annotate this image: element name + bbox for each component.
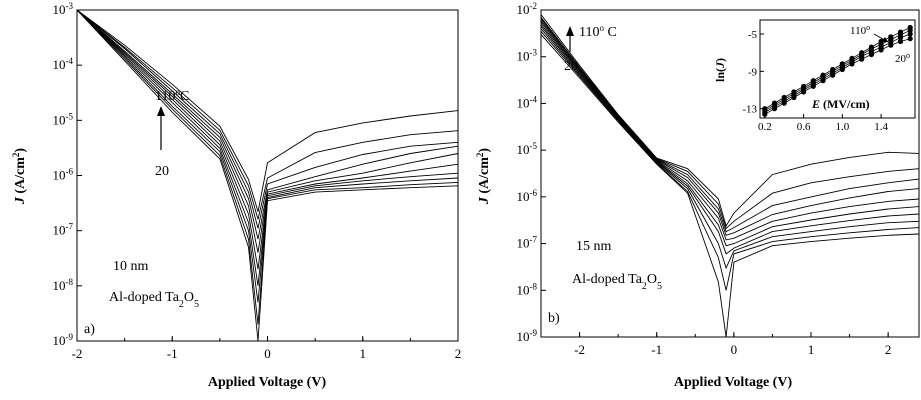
b-series-line [540, 23, 920, 247]
a-series-line [76, 9, 459, 240]
a-x-tick-label: 2 [455, 346, 462, 361]
panel-b-frame [540, 9, 920, 338]
a-series-line [76, 9, 459, 253]
panel-a-curves [76, 9, 459, 342]
b-series-line [540, 16, 920, 230]
b-y-tick-label: 10-7 [517, 235, 538, 251]
a-y-tick-label: 10-4 [53, 56, 74, 72]
b-x-tick-label: 0 [731, 342, 738, 357]
a-y-tick-label: 10-9 [53, 332, 74, 348]
inset-temp-top-label: 110o [850, 23, 870, 38]
panel-a-temp-top-label: 110oC [155, 87, 189, 104]
inset-x-tick-label: 0.6 [797, 121, 811, 133]
b-x-tick-label: -1 [651, 342, 662, 357]
a-x-tick-label: 1 [360, 346, 367, 361]
inset-x-tick-label: 0.2 [758, 121, 772, 133]
a-series-line [76, 9, 459, 212]
inset-y-tick-label: -9 [748, 66, 758, 78]
panel-b-material-label: Al-doped Ta2O5 [572, 272, 662, 292]
inset-point [907, 36, 913, 42]
inset-x-tick-label: 1.4 [874, 121, 888, 133]
b-series-line [540, 34, 920, 338]
b-y-tick-label: 10-5 [517, 141, 538, 157]
b-series-line [540, 28, 920, 270]
b-x-tick-label: -2 [574, 342, 585, 357]
b-series-line [540, 25, 920, 255]
panel-a-y-axis-label: J (A/cm2) [11, 148, 28, 206]
a-series-line [76, 9, 459, 220]
inset-temp-bottom-label: 20o [895, 51, 910, 66]
inset-arrow-head [881, 37, 888, 42]
inset-y-ticks: -13 -9 -5 [742, 29, 764, 116]
panel-a-temp-arrow-head [157, 106, 165, 116]
panel-b-y-ticks: 10-9 10-8 10-7 10-6 10-5 10-4 10-3 10-2 [517, 1, 546, 344]
panel-b-temp-arrow-head [566, 26, 574, 36]
a-y-tick-label: 10-5 [53, 111, 74, 127]
panel-b-inset: 0.2 0.6 1.0 1.4 -13 -9 -5 ln(J) E (MV/cm) 110… [713, 19, 916, 133]
a-series-line [76, 9, 459, 229]
b-x-tick-label: 2 [885, 342, 892, 357]
b-y-tick-label: 10-3 [517, 48, 538, 64]
panel-b-y-axis-label: J (A/cm2) [475, 148, 492, 206]
panel-b-curves [540, 14, 920, 338]
panel-a: -2 -1 0 1 2 10-9 10-8 10-7 10-6 10-5 10-4 10-3 App… [11, 1, 461, 390]
b-series-line [540, 18, 920, 233]
inset-x-ticks: 0.2 0.6 1.0 1.4 [758, 114, 888, 133]
panel-b-x-ticks: -2 -1 0 1 2 [540, 332, 892, 357]
inset-point [907, 31, 913, 37]
a-x-tick-label: -2 [72, 346, 83, 361]
a-y-tick-label: 10-6 [53, 167, 74, 183]
inset-y-tick-label: -13 [742, 104, 757, 116]
panel-b-temp-bottom-label: 20 [564, 59, 578, 74]
panel-b: -2 -1 0 1 2 10-9 10-8 10-7 10-6 10-5 10-4 10-3 10-2… [475, 1, 920, 390]
panel-b-label: b) [548, 311, 560, 326]
a-y-tick-label: 10-3 [53, 1, 74, 17]
inset-y-axis-label: ln(J) [713, 58, 727, 82]
inset-point [907, 24, 913, 31]
b-y-tick-label: 10-4 [517, 94, 538, 110]
panel-a-temp-bottom-label: 20 [155, 164, 169, 179]
b-y-tick-label: 10-8 [517, 281, 538, 297]
inset-y-tick-label: -5 [748, 29, 758, 41]
a-series-line [76, 9, 459, 303]
a-series-line [76, 9, 459, 325]
b-series-line [540, 21, 920, 241]
inset-series-line [764, 38, 911, 115]
a-series-line [76, 9, 459, 270]
panel-a-y-ticks: 10-9 10-8 10-7 10-6 10-5 10-4 10-3 [53, 1, 82, 348]
panel-a-label: a) [84, 322, 95, 337]
panel-a-x-ticks: -2 -1 0 1 2 [72, 336, 462, 361]
b-y-tick-label: 10-9 [517, 328, 538, 344]
a-y-tick-label: 10-8 [53, 277, 74, 293]
b-series-line [540, 31, 920, 291]
panel-b-x-axis-label: Applied Voltage (V) [674, 375, 793, 390]
a-series-line [76, 9, 459, 286]
panel-a-thickness-label: 10 nm [113, 259, 149, 274]
a-x-tick-label: -1 [167, 346, 178, 361]
panel-b-thickness-label: 15 nm [576, 239, 612, 254]
a-x-tick-label: 0 [264, 346, 271, 361]
panel-b-temp-top-label: 110o C [579, 23, 617, 40]
b-series-line [540, 14, 920, 227]
inset-x-axis-label: E (MV/cm) [811, 97, 870, 111]
b-series-line [540, 20, 920, 236]
a-series-line [76, 9, 459, 342]
inset-x-tick-label: 1.0 [835, 121, 849, 133]
b-y-tick-label: 10-6 [517, 188, 538, 204]
panel-a-material-label: Al-doped Ta2O5 [109, 290, 199, 310]
inset-series-line [764, 33, 911, 113]
panel-a-x-axis-label: Applied Voltage (V) [208, 375, 327, 390]
a-y-tick-label: 10-7 [53, 222, 74, 238]
b-y-tick-label: 10-2 [517, 1, 538, 17]
b-x-tick-label: 1 [808, 342, 815, 357]
